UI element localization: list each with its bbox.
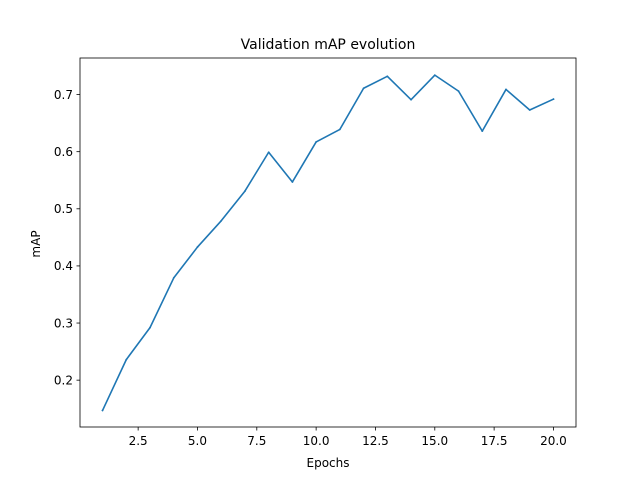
data-point — [267, 151, 270, 154]
data-point — [410, 98, 412, 101]
data-point — [172, 277, 175, 279]
series-line-0 — [101, 74, 555, 412]
x-tick-label: 17.5 — [481, 434, 508, 448]
data-point — [433, 74, 436, 77]
y-tick-label: 0.2 — [54, 373, 73, 387]
x-tick-label: 5.0 — [188, 434, 207, 448]
data-point — [338, 128, 341, 131]
x-tick-label: 7.5 — [247, 434, 266, 448]
data-point — [220, 219, 223, 222]
x-axis-label: Epochs — [307, 456, 350, 470]
y-tick-label: 0.3 — [54, 316, 73, 330]
data-point — [481, 130, 484, 133]
data-point — [528, 109, 531, 111]
data-point — [457, 90, 460, 93]
y-tick-label: 0.6 — [54, 145, 73, 159]
plot-area: 2.5 5.0 7.5 10.0 12.5 15.0 17.5 20.0 0.2 0.3 0.4 0.… — [54, 57, 577, 448]
data-point — [386, 75, 389, 78]
data-point — [552, 98, 555, 101]
x-tick-label: 12.5 — [362, 434, 389, 448]
data-point — [362, 87, 365, 90]
y-tick-label: 0.4 — [54, 259, 73, 273]
y-axis-label: mAP — [29, 230, 43, 257]
data-point — [101, 409, 104, 412]
data-point — [315, 141, 318, 143]
data-point — [244, 190, 246, 192]
x-tick-label: 2.5 — [129, 434, 148, 448]
axes-frame — [79, 57, 577, 428]
x-tick-label: 10.0 — [303, 434, 330, 448]
x-tick-label: 20.0 — [540, 434, 567, 448]
data-point — [291, 181, 294, 183]
data-point — [125, 358, 128, 361]
data-point — [505, 88, 507, 91]
y-tick-label: 0.5 — [54, 202, 73, 216]
data-point — [149, 326, 151, 329]
chart-title: Validation mAP evolution — [241, 37, 416, 53]
data-point — [196, 246, 199, 248]
y-tick-label: 0.7 — [54, 88, 73, 102]
x-tick-label: 15.0 — [421, 434, 448, 448]
